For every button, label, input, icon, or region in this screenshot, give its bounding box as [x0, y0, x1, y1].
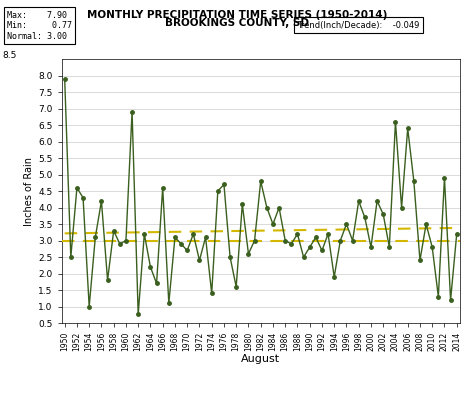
Text: Trend(Inch/Decade):    -0.049: Trend(Inch/Decade): -0.049: [297, 21, 420, 30]
Text: 8.5: 8.5: [2, 51, 17, 60]
X-axis label: August: August: [241, 354, 280, 364]
Text: Max:    7.90
Min:     0.77
Normal: 3.00: Max: 7.90 Min: 0.77 Normal: 3.00: [7, 11, 72, 41]
Y-axis label: Inches of Rain: Inches of Rain: [24, 156, 34, 226]
Text: MONTHLY PRECIPITATION TIME SERIES (1950-2014): MONTHLY PRECIPITATION TIME SERIES (1950-…: [87, 10, 387, 20]
Text: BROOKINGS COUNTY, SD: BROOKINGS COUNTY, SD: [165, 18, 309, 28]
